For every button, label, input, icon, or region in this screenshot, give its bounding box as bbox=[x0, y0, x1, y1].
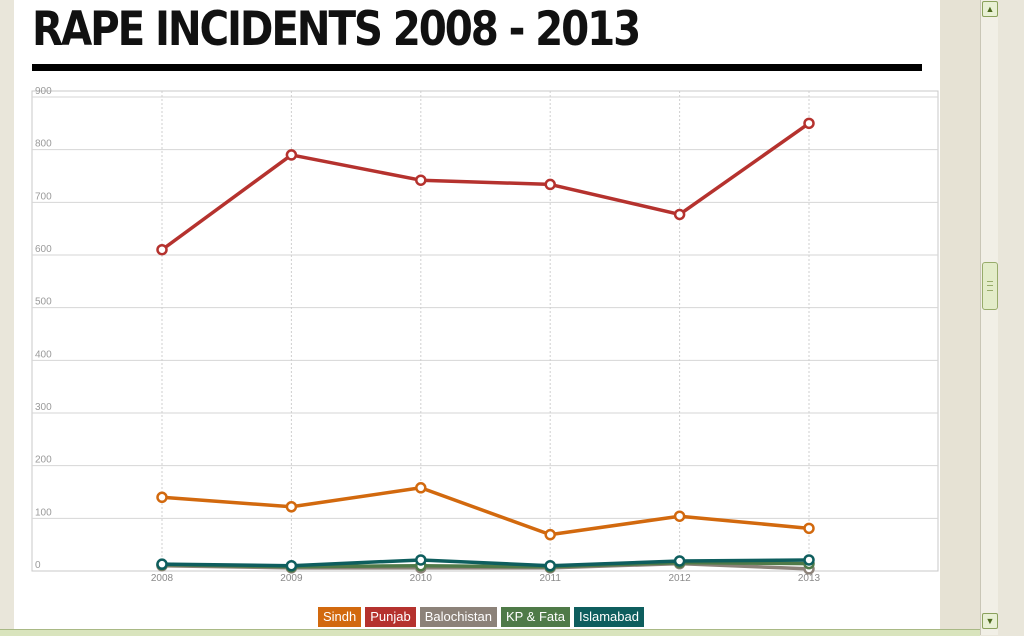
data-point bbox=[156, 243, 168, 256]
data-point bbox=[156, 491, 168, 504]
page-area bbox=[14, 0, 940, 635]
scrollbar-thumb[interactable] bbox=[982, 262, 998, 310]
data-point bbox=[803, 117, 815, 130]
y-tick-label: 0 bbox=[35, 560, 41, 571]
chart-axes: 0 100 200 300 400 500 600 700 800 900 2008 2009 2010… bbox=[35, 86, 821, 584]
x-tick-label: 2008 bbox=[151, 573, 174, 584]
arrow-down-icon[interactable]: ▼ bbox=[982, 613, 998, 629]
data-point bbox=[156, 558, 168, 570]
x-tick-label: 2009 bbox=[280, 573, 303, 584]
x-tick-label: 2010 bbox=[410, 573, 433, 584]
arrow-up-icon[interactable]: ▲ bbox=[982, 1, 998, 17]
y-tick-label: 400 bbox=[35, 349, 52, 360]
data-point bbox=[415, 482, 427, 494]
x-tick-label: 2012 bbox=[668, 573, 691, 584]
series-line bbox=[160, 558, 811, 568]
vertical-scrollbar[interactable]: ▲ ▼ bbox=[980, 0, 998, 635]
y-tick-label: 600 bbox=[35, 244, 52, 255]
data-point bbox=[285, 559, 298, 572]
y-tick-label: 700 bbox=[35, 191, 52, 202]
y-tick-label: 800 bbox=[35, 139, 52, 150]
y-tick-label: 500 bbox=[35, 297, 52, 308]
data-point bbox=[803, 554, 815, 566]
data-point bbox=[285, 500, 298, 513]
chart-grid bbox=[31, 90, 939, 572]
data-point bbox=[544, 559, 556, 572]
data-point bbox=[803, 522, 815, 535]
data-point bbox=[673, 208, 686, 221]
y-tick-label: 900 bbox=[35, 86, 52, 97]
plot-frame bbox=[31, 90, 939, 572]
legend-item[interactable]: Punjab bbox=[365, 607, 416, 627]
data-point bbox=[415, 554, 427, 566]
data-point bbox=[544, 178, 556, 191]
legend-item[interactable]: Islamabad bbox=[573, 607, 644, 627]
legend-item[interactable]: Sindh bbox=[318, 607, 362, 627]
data-point bbox=[415, 174, 427, 186]
page-title: RAPE INCIDENTS 2008 - 2013 bbox=[32, 2, 641, 57]
chart-series bbox=[156, 117, 815, 575]
x-tick-label: 2013 bbox=[798, 573, 821, 584]
legend-item[interactable]: KP & Fata bbox=[500, 607, 570, 627]
y-tick-label: 200 bbox=[35, 455, 52, 466]
grip-icon bbox=[987, 281, 993, 291]
data-point bbox=[544, 528, 556, 541]
y-tick-label: 300 bbox=[35, 402, 52, 413]
data-point bbox=[673, 510, 686, 522]
y-tick-label: 100 bbox=[35, 507, 52, 518]
page-gutter bbox=[940, 0, 980, 635]
legend-item[interactable]: Balochistan bbox=[419, 607, 497, 627]
title-rule bbox=[32, 64, 922, 71]
series-line bbox=[160, 121, 811, 252]
status-strip bbox=[0, 629, 980, 636]
x-tick-label: 2011 bbox=[539, 573, 561, 584]
series-line bbox=[160, 486, 811, 537]
data-point bbox=[673, 555, 686, 567]
data-point bbox=[285, 149, 298, 161]
chart-legend: Sindh Punjab Balochistan KP & Fata Islamabad bbox=[318, 607, 644, 627]
